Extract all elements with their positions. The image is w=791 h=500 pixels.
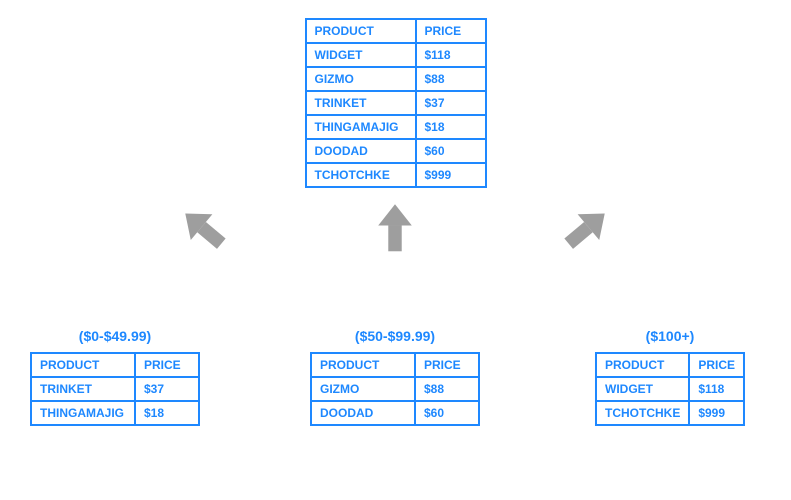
table-row: DOODAD$60: [306, 139, 486, 163]
cell-product: DOODAD: [311, 401, 415, 425]
cell-price: $118: [689, 377, 744, 401]
bucket-table-wrapper: PRODUCTPRICEWIDGET$118TCHOTCHKE$999: [595, 352, 745, 426]
cell-price: $37: [135, 377, 199, 401]
header-price: PRICE: [689, 353, 744, 377]
header-product: PRODUCT: [31, 353, 135, 377]
header-price: PRICE: [415, 353, 479, 377]
bucket-label: ($0-$49.99): [79, 328, 151, 344]
cell-price: $18: [135, 401, 199, 425]
bucket-table-wrapper: PRODUCTPRICEGIZMO$88DOODAD$60: [310, 352, 480, 426]
bucket-table: PRODUCTPRICEWIDGET$118TCHOTCHKE$999: [595, 352, 745, 426]
arrow-down-icon: [367, 202, 423, 263]
header-product: PRODUCT: [311, 353, 415, 377]
cell-price: $88: [416, 67, 486, 91]
cell-price: $37: [416, 91, 486, 115]
bucket-label: ($100+): [646, 328, 695, 344]
cell-product: TRINKET: [306, 91, 416, 115]
table-row: TRINKET$37: [306, 91, 486, 115]
cell-product: TCHOTCHKE: [306, 163, 416, 187]
table-row: TCHOTCHKE$999: [596, 401, 744, 425]
bucket-table: PRODUCTPRICEGIZMO$88DOODAD$60: [310, 352, 480, 426]
table-row: GIZMO$88: [306, 67, 486, 91]
cell-product: DOODAD: [306, 139, 416, 163]
cell-price: $999: [689, 401, 744, 425]
cell-price: $60: [415, 401, 479, 425]
cell-product: TCHOTCHKE: [596, 401, 689, 425]
cell-product: TRINKET: [31, 377, 135, 401]
table-header-row: PRODUCTPRICE: [596, 353, 744, 377]
table-row: THINGAMAJIG$18: [306, 115, 486, 139]
header-price: PRICE: [135, 353, 199, 377]
cell-product: THINGAMAJIG: [306, 115, 416, 139]
cell-price: $999: [416, 163, 486, 187]
table-row: TRINKET$37: [31, 377, 199, 401]
cell-product: WIDGET: [306, 43, 416, 67]
cell-price: $60: [416, 139, 486, 163]
table-header-row: PRODUCTPRICE: [311, 353, 479, 377]
table-row: WIDGET$118: [306, 43, 486, 67]
header-product: PRODUCT: [596, 353, 689, 377]
table-row: WIDGET$118: [596, 377, 744, 401]
table-header-row: PRODUCT PRICE: [306, 19, 486, 43]
table-row: THINGAMAJIG$18: [31, 401, 199, 425]
cell-product: GIZMO: [311, 377, 415, 401]
arrow-right-icon: [557, 202, 613, 263]
table-row: TCHOTCHKE$999: [306, 163, 486, 187]
main-table-wrapper: PRODUCT PRICE WIDGET$118GIZMO$88TRINKET$…: [305, 18, 487, 188]
table-row: GIZMO$88: [311, 377, 479, 401]
bucket-label: ($50-$99.99): [355, 328, 435, 344]
main-table: PRODUCT PRICE WIDGET$118GIZMO$88TRINKET$…: [305, 18, 487, 188]
table-row: DOODAD$60: [311, 401, 479, 425]
bucket-table: PRODUCTPRICETRINKET$37THINGAMAJIG$18: [30, 352, 200, 426]
arrow-left-icon: [177, 202, 233, 263]
cell-price: $118: [416, 43, 486, 67]
cell-product: WIDGET: [596, 377, 689, 401]
header-price: PRICE: [416, 19, 486, 43]
cell-price: $18: [416, 115, 486, 139]
cell-product: THINGAMAJIG: [31, 401, 135, 425]
bucket-table-wrapper: PRODUCTPRICETRINKET$37THINGAMAJIG$18: [30, 352, 200, 426]
cell-product: GIZMO: [306, 67, 416, 91]
header-product: PRODUCT: [306, 19, 416, 43]
cell-price: $88: [415, 377, 479, 401]
table-header-row: PRODUCTPRICE: [31, 353, 199, 377]
